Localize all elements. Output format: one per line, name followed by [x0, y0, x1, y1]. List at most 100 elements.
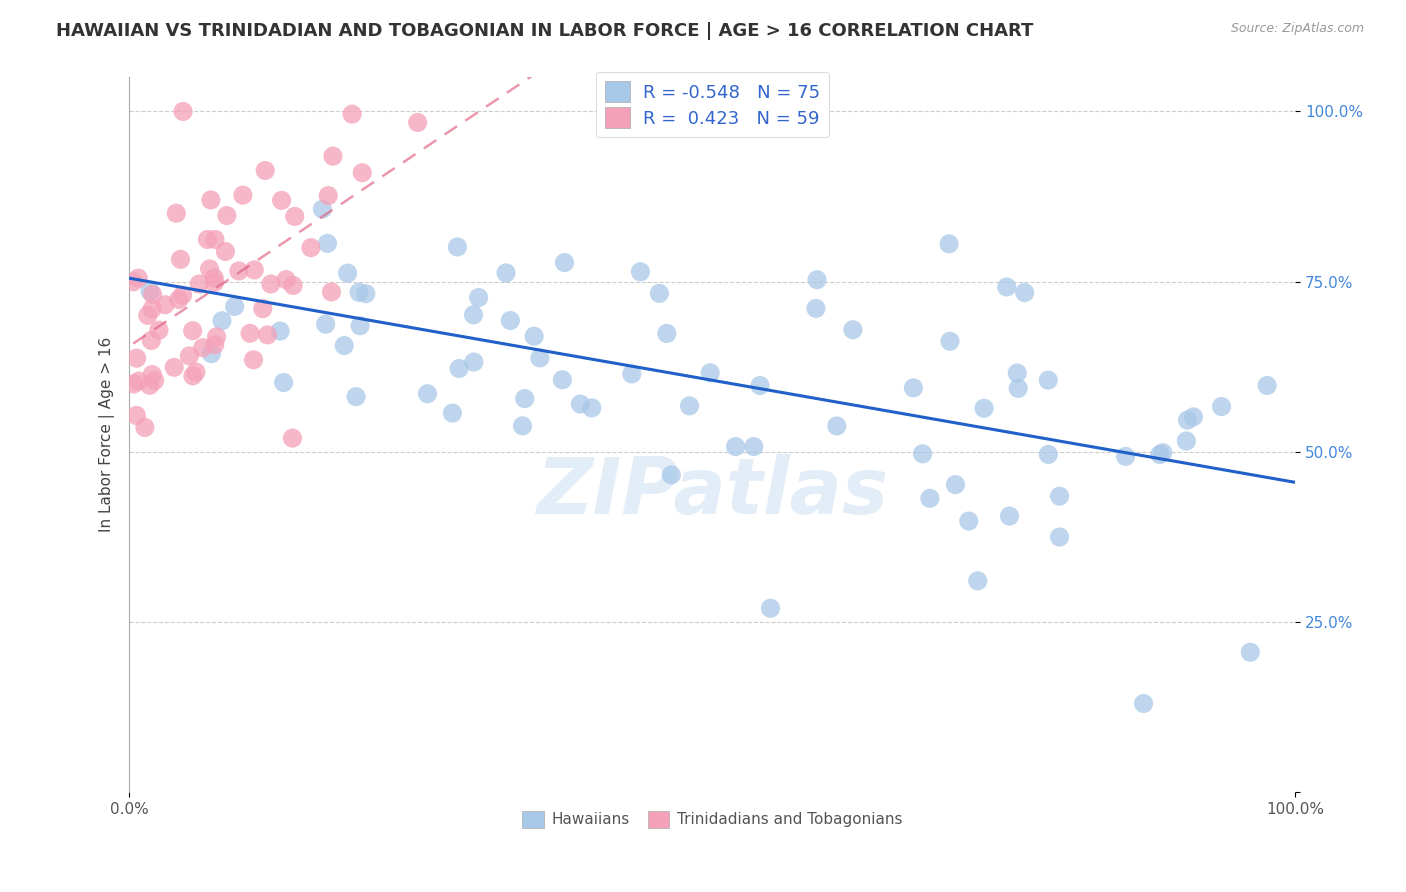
Point [128, 374, 150, 388]
Point [336, 266, 359, 280]
Point [153, 298, 176, 312]
Point [1256, 378, 1278, 392]
Point [252, 301, 274, 316]
Point [316, 236, 339, 251]
Point [242, 352, 264, 367]
Point [1132, 697, 1154, 711]
Point [1007, 366, 1029, 380]
Point [321, 285, 343, 299]
Point [141, 334, 163, 348]
Point [1038, 373, 1060, 387]
Point [256, 327, 278, 342]
Point [181, 368, 204, 383]
Point [1115, 450, 1137, 464]
Point [200, 193, 222, 207]
Point [165, 206, 187, 220]
Point [204, 232, 226, 246]
Point [749, 378, 772, 392]
Point [659, 467, 682, 482]
Point [200, 346, 222, 360]
Point [274, 272, 297, 286]
Point [184, 365, 207, 379]
Point [139, 378, 162, 392]
Point [938, 236, 960, 251]
Point [678, 399, 700, 413]
Point [957, 514, 980, 528]
Point [349, 318, 371, 333]
Point [142, 287, 165, 301]
Point [163, 360, 186, 375]
Text: ZIPatlas: ZIPatlas [536, 454, 889, 530]
Point [939, 334, 962, 349]
Point [551, 373, 574, 387]
Point [523, 329, 546, 343]
Point [340, 107, 363, 121]
Point [347, 285, 370, 300]
Point [463, 355, 485, 369]
Point [1007, 381, 1029, 395]
Point [449, 361, 471, 376]
Point [269, 324, 291, 338]
Point [1182, 409, 1205, 424]
Point [553, 255, 575, 269]
Point [1211, 400, 1233, 414]
Point [806, 273, 828, 287]
Point [513, 392, 536, 406]
Point [467, 291, 489, 305]
Point [655, 326, 678, 341]
Point [406, 115, 429, 129]
Point [1038, 447, 1060, 461]
Point [648, 286, 671, 301]
Point [197, 232, 219, 246]
Point [903, 381, 925, 395]
Point [630, 265, 652, 279]
Point [122, 376, 145, 391]
Point [179, 349, 201, 363]
Point [224, 300, 246, 314]
Point [512, 418, 534, 433]
Point [1239, 645, 1261, 659]
Point [446, 240, 468, 254]
Point [1049, 489, 1071, 503]
Point [620, 367, 643, 381]
Point [191, 341, 214, 355]
Point [148, 323, 170, 337]
Point [804, 301, 827, 316]
Point [169, 252, 191, 267]
Point [1175, 434, 1198, 448]
Point [281, 431, 304, 445]
Point [214, 244, 236, 259]
Point [966, 574, 988, 588]
Legend: Hawaiians, Trinidadians and Tobagonians: Hawaiians, Trinidadians and Tobagonians [516, 805, 908, 834]
Point [270, 194, 292, 208]
Point [416, 386, 439, 401]
Point [125, 409, 148, 423]
Point [581, 401, 603, 415]
Point [254, 163, 277, 178]
Point [315, 317, 337, 331]
Point [281, 278, 304, 293]
Point [911, 447, 934, 461]
Point [167, 293, 190, 307]
Point [495, 266, 517, 280]
Point [273, 376, 295, 390]
Point [529, 351, 551, 365]
Point [311, 202, 333, 216]
Point [284, 210, 307, 224]
Point [139, 284, 162, 298]
Point [204, 338, 226, 352]
Point [204, 276, 226, 290]
Point [181, 324, 204, 338]
Text: HAWAIIAN VS TRINIDADIAN AND TOBAGONIAN IN LABOR FORCE | AGE > 16 CORRELATION CHA: HAWAIIAN VS TRINIDADIAN AND TOBAGONIAN I… [56, 22, 1033, 40]
Point [499, 313, 522, 327]
Point [344, 390, 367, 404]
Point [198, 261, 221, 276]
Point [172, 104, 194, 119]
Point [299, 241, 322, 255]
Point [134, 420, 156, 434]
Point [724, 440, 747, 454]
Point [333, 338, 356, 352]
Point [995, 280, 1018, 294]
Point [141, 301, 163, 316]
Point [205, 330, 228, 344]
